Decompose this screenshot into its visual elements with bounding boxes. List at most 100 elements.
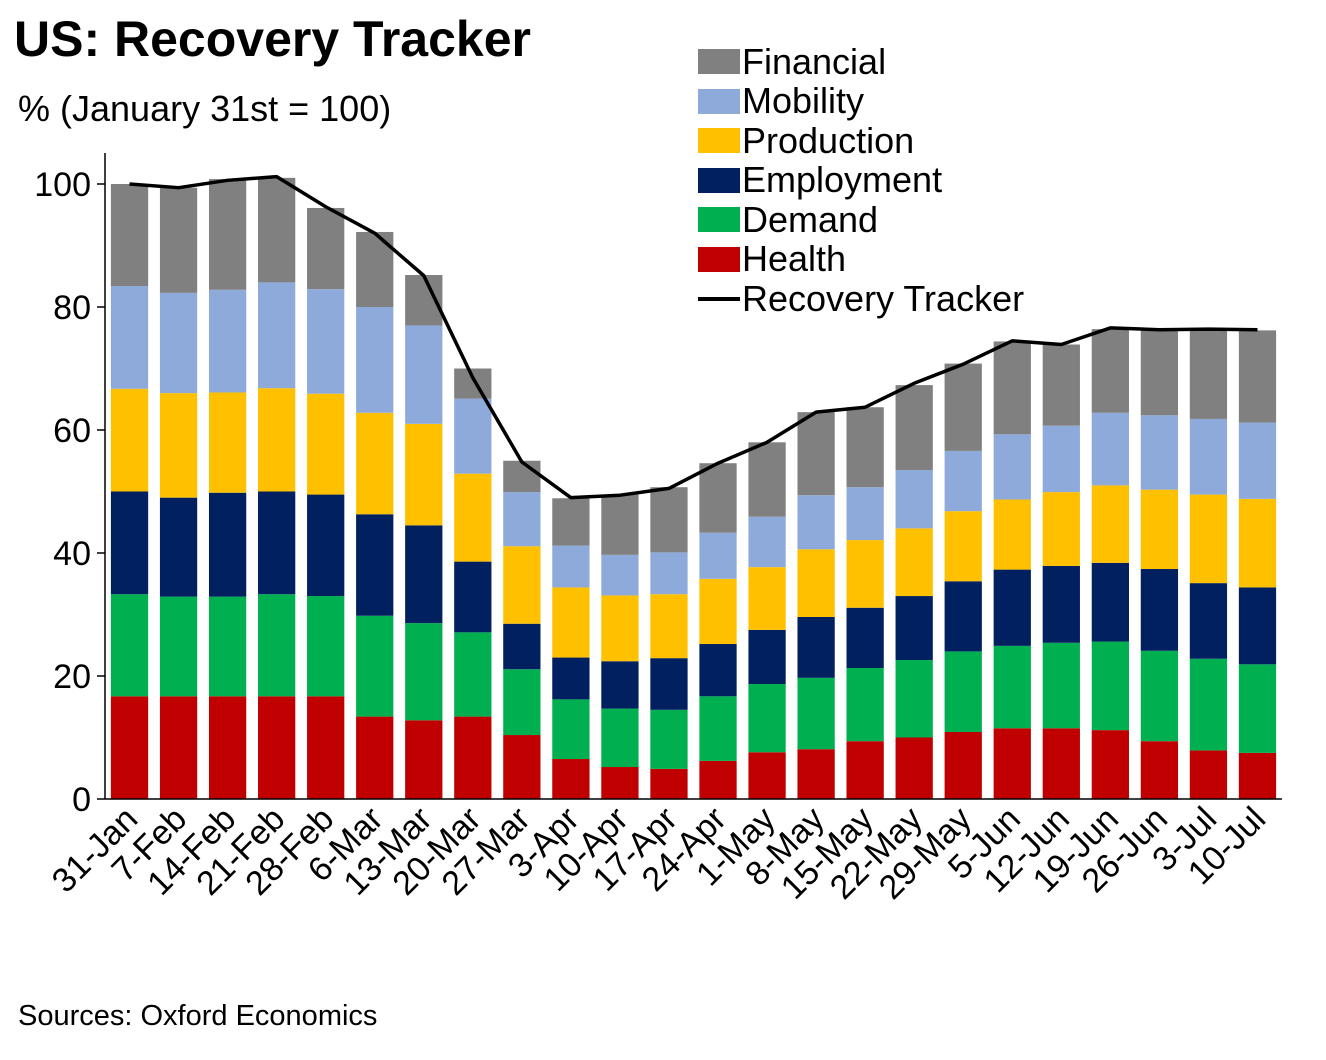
bar-production-1-May <box>748 567 786 630</box>
bar-financial-12-Jun <box>1042 344 1080 426</box>
bar-demand-8-May <box>797 677 835 750</box>
bar-health-12-Jun <box>1042 728 1080 799</box>
bar-mobility-27-Mar <box>503 492 541 547</box>
bar-mobility-22-May <box>895 469 933 529</box>
bar-employment-29-May <box>944 581 982 652</box>
bar-health-3-Apr <box>552 759 590 799</box>
legend-label-recovery-tracker: Recovery Tracker <box>742 277 1025 319</box>
legend-swatch-health <box>698 246 740 272</box>
bar-health-27-Mar <box>503 735 541 799</box>
bar-production-5-Jun <box>993 499 1031 570</box>
bar-financial-1-May <box>748 442 786 517</box>
bar-employment-10-Apr <box>601 661 639 709</box>
bar-mobility-3-Apr <box>552 545 590 588</box>
bar-employment-17-Apr <box>650 658 688 710</box>
bar-mobility-15-May <box>846 487 884 541</box>
bar-health-1-May <box>748 752 786 799</box>
bar-production-8-May <box>797 549 835 617</box>
y-tick-label-40: 40 <box>53 535 91 573</box>
bar-mobility-1-May <box>748 516 786 568</box>
legend-item-mobility: Mobility <box>698 80 1024 122</box>
bar-mobility-21-Feb <box>258 282 296 389</box>
bar-demand-12-Jun <box>1042 642 1080 729</box>
bar-financial-5-Jun <box>993 341 1031 435</box>
bar-employment-12-Jun <box>1042 565 1080 643</box>
bar-production-22-May <box>895 528 933 597</box>
bar-financial-21-Feb <box>258 177 296 283</box>
bar-health-6-Mar <box>356 716 394 799</box>
bar-employment-3-Jul <box>1189 583 1228 659</box>
legend-item-production: Production <box>698 119 1024 161</box>
bar-health-10-Jul <box>1238 752 1277 800</box>
bar-employment-13-Mar <box>405 525 443 624</box>
bar-employment-3-Apr <box>552 657 590 700</box>
legend-label-employment: Employment <box>742 159 943 201</box>
y-tick-label-0: 0 <box>72 781 91 819</box>
bar-health-17-Apr <box>650 768 688 799</box>
bar-mobility-12-Jun <box>1042 425 1080 493</box>
legend-swatch-employment <box>698 167 740 193</box>
bar-employment-8-May <box>797 616 835 678</box>
bar-employment-15-May <box>846 607 884 669</box>
bar-production-10-Apr <box>601 595 639 662</box>
bar-production-3-Apr <box>552 587 590 658</box>
bar-mobility-8-May <box>797 495 835 550</box>
legend-label-demand: Demand <box>742 198 879 240</box>
bar-production-28-Feb <box>307 393 345 495</box>
bar-employment-31-Jan <box>110 491 149 595</box>
bar-financial-19-Jun <box>1091 329 1129 413</box>
bar-demand-3-Apr <box>552 699 590 760</box>
bar-financial-24-Apr <box>699 463 737 533</box>
bar-mobility-10-Jul <box>1238 422 1277 499</box>
bar-demand-27-Mar <box>503 669 541 736</box>
bar-financial-8-May <box>797 412 835 496</box>
legend-item-health: Health <box>698 238 1024 280</box>
legend-item-demand: Demand <box>698 198 1024 240</box>
bar-mobility-28-Feb <box>307 289 345 394</box>
bar-production-29-May <box>944 511 982 582</box>
bar-financial-26-Jun <box>1140 329 1179 416</box>
bar-health-26-Jun <box>1140 741 1179 799</box>
bar-financial-29-May <box>944 363 982 451</box>
legend-label-production: Production <box>742 119 915 161</box>
bar-mobility-26-Jun <box>1140 415 1179 490</box>
bar-financial-27-Mar <box>503 460 541 493</box>
bar-demand-17-Apr <box>650 709 688 769</box>
bar-employment-6-Mar <box>356 514 394 616</box>
legend-label-health: Health <box>742 238 847 280</box>
bar-demand-7-Feb <box>159 596 198 697</box>
bar-employment-21-Feb <box>258 491 296 595</box>
bars-layer <box>110 177 1277 800</box>
legend-label-mobility: Mobility <box>742 80 865 122</box>
legend-swatch-production <box>698 128 740 154</box>
bar-employment-22-May <box>895 596 933 661</box>
bar-demand-10-Apr <box>601 708 639 768</box>
bar-mobility-3-Jul <box>1189 418 1228 495</box>
legend-swatch-financial <box>698 49 740 75</box>
bar-demand-31-Jan <box>110 594 149 697</box>
bar-demand-20-Mar <box>454 632 492 717</box>
bar-production-3-Jul <box>1189 494 1228 584</box>
bar-demand-13-Mar <box>405 623 443 721</box>
bar-financial-10-Apr <box>601 494 639 555</box>
bar-demand-14-Feb <box>208 596 247 697</box>
bar-production-26-Jun <box>1140 489 1179 569</box>
bar-mobility-20-Mar <box>454 398 492 474</box>
bar-demand-22-May <box>895 660 933 738</box>
bar-employment-19-Jun <box>1091 562 1129 642</box>
bar-production-10-Jul <box>1238 498 1277 588</box>
bar-health-22-May <box>895 737 933 799</box>
legend-item-financial: Financial <box>698 41 1024 82</box>
bar-production-17-Apr <box>650 594 688 659</box>
bar-health-7-Feb <box>159 696 198 799</box>
chart-title: US: Recovery Tracker <box>14 11 531 67</box>
bar-demand-26-Jun <box>1140 650 1179 742</box>
y-tick-label-20: 20 <box>53 658 91 696</box>
bar-demand-28-Feb <box>307 596 345 697</box>
legend-item-employment: Employment <box>698 159 1024 201</box>
bar-mobility-24-Apr <box>699 532 737 579</box>
bar-financial-3-Apr <box>552 498 590 546</box>
bar-financial-7-Feb <box>159 187 198 293</box>
bar-employment-7-Feb <box>159 497 198 597</box>
